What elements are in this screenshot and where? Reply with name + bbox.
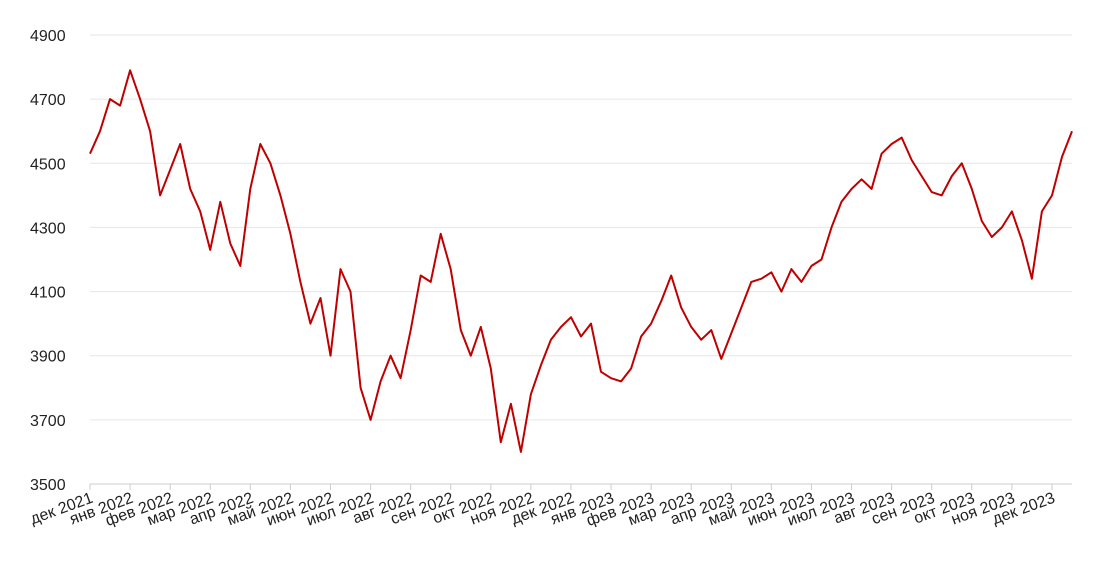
data-line <box>89 69 1073 453</box>
y-tick-label: 3500 <box>30 477 66 494</box>
y-tick-label: 4100 <box>30 285 66 302</box>
y-tick-label: 4700 <box>30 92 66 109</box>
y-tick-label: 4300 <box>30 220 66 237</box>
y-tick-label: 4900 <box>30 28 66 45</box>
y-tick-label: 4500 <box>30 156 66 173</box>
y-tick-label: 3900 <box>30 349 66 366</box>
y-tick-label: 3700 <box>30 413 66 430</box>
